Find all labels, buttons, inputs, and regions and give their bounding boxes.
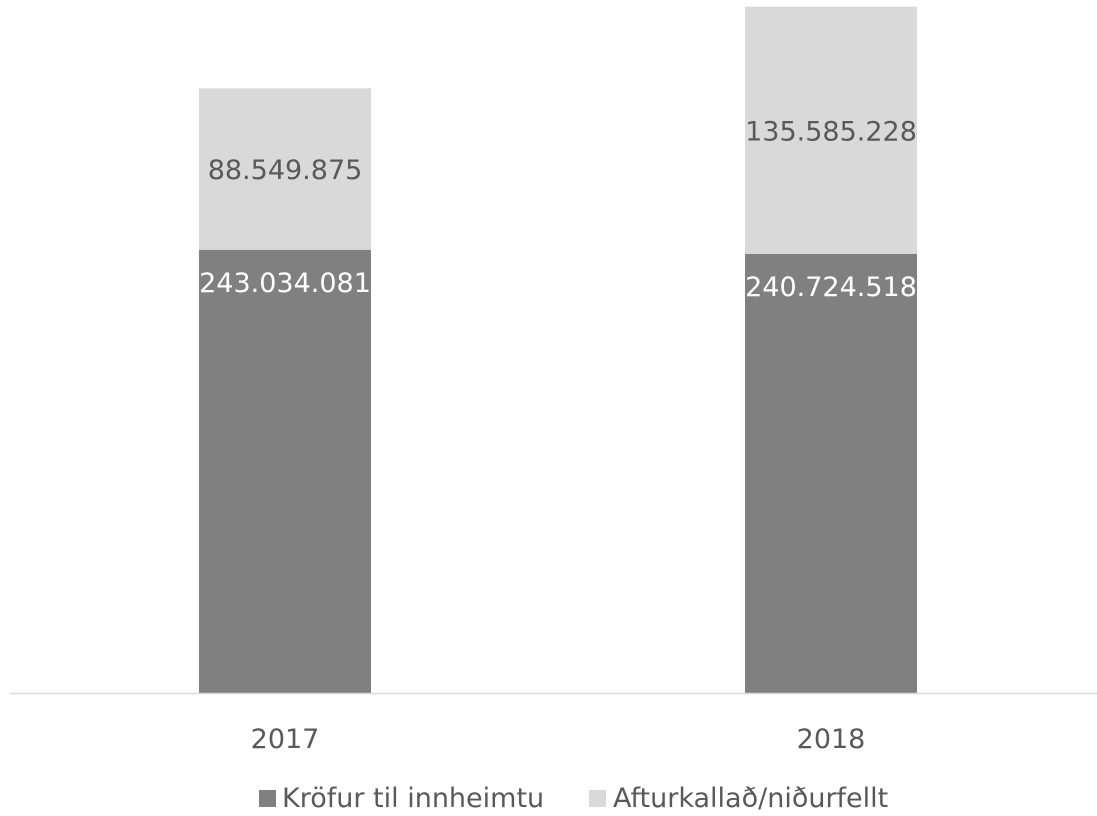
x-tick-labels: 2017 2018	[251, 724, 866, 755]
bar-afturkallad-2017	[199, 88, 371, 250]
data-label: 135.585.228	[745, 116, 917, 147]
legend: Kröfur til innheimtu Afturkallað/niðurfel…	[259, 783, 888, 814]
data-label: 88.549.875	[208, 155, 363, 186]
data-label: 240.724.518	[745, 272, 917, 303]
bar-afturkallad-2018	[745, 6, 917, 254]
x-tick-label: 2018	[797, 724, 866, 755]
bars-layer	[199, 6, 917, 693]
legend-label: Afturkallað/niðurfellt	[613, 783, 888, 812]
data-label: 243.034.081	[199, 268, 371, 299]
legend-swatch	[259, 790, 276, 807]
legend-swatch	[589, 790, 606, 807]
data-labels-layer: 243.034.081 88.549.875 240.724.518 135.585.…	[199, 116, 917, 303]
x-tick-label: 2017	[251, 724, 320, 755]
legend-label: Kröfur til innheimtu	[282, 783, 544, 812]
bar-krofur-2017	[199, 249, 371, 693]
bar-krofur-2018	[745, 253, 917, 693]
